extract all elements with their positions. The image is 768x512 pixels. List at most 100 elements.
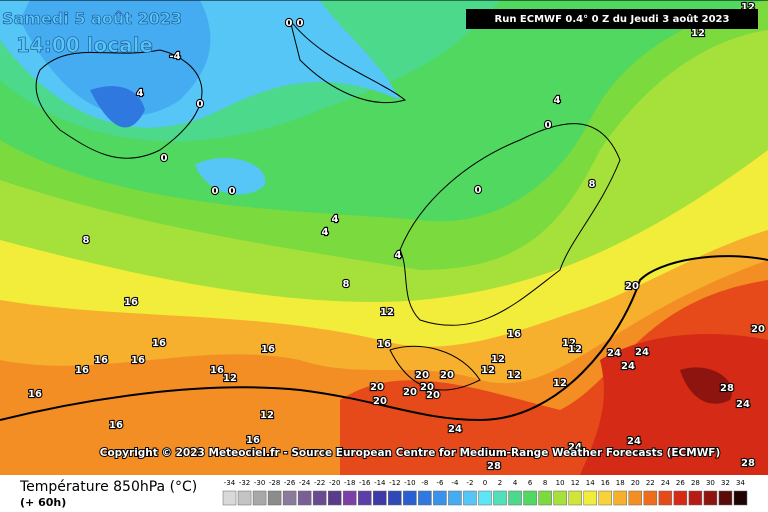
- contour-label: 20: [370, 382, 384, 393]
- legend-swatch: [312, 490, 327, 506]
- contour-label: 16: [131, 355, 145, 366]
- contour-label: 12: [491, 354, 505, 365]
- legend-tick-label: 18: [616, 479, 625, 487]
- legend-swatch: [628, 490, 643, 506]
- contour-label: 0: [161, 153, 168, 164]
- legend-swatch: [448, 490, 462, 506]
- legend-swatch: [478, 490, 492, 506]
- contour-label: 0: [286, 18, 293, 29]
- legend-tick-label: -4: [451, 479, 459, 487]
- legend-swatch: [598, 490, 612, 506]
- legend-swatch: [358, 490, 372, 506]
- contour-label: 8: [343, 279, 350, 290]
- legend-swatch: [237, 490, 252, 506]
- legend-swatch: [222, 490, 237, 506]
- contour-label: 12: [260, 410, 274, 421]
- contour-label: 0: [212, 186, 219, 197]
- contour-label: 20: [415, 370, 429, 381]
- contour-label: 12: [507, 370, 521, 381]
- contour-label: 24: [736, 399, 750, 410]
- contour-label: 16: [94, 355, 108, 366]
- contour-label: 12: [481, 365, 495, 376]
- legend-swatch: [267, 490, 282, 506]
- legend-swatch: [493, 490, 507, 506]
- contour-label: 0: [197, 99, 204, 110]
- contour-label: 28: [720, 383, 734, 394]
- legend-tick-label: 22: [646, 479, 655, 487]
- contour-label: 16: [109, 420, 123, 431]
- legend-tick-label: -14: [374, 479, 386, 487]
- legend-tick-label: 12: [571, 479, 580, 487]
- legend-swatch: [718, 490, 733, 506]
- map-background: [0, 0, 768, 475]
- legend-tick-label: -20: [329, 479, 340, 487]
- contour-label: 0: [475, 185, 482, 196]
- contour-label: 24: [635, 347, 649, 358]
- contour-label: 16: [124, 297, 138, 308]
- legend-tick-label: 24: [661, 479, 670, 487]
- contour-label: 8: [83, 235, 90, 246]
- legend-tick-label: 28: [691, 479, 700, 487]
- legend-swatch: [282, 490, 297, 506]
- legend-tick-label: -12: [389, 479, 400, 487]
- contour-label: 12: [562, 338, 576, 349]
- contour-label: 16: [210, 365, 224, 376]
- legend-tick-label: -16: [359, 479, 371, 487]
- legend-title: Température 850hPa (°C): [19, 479, 197, 495]
- contour-label: 28: [741, 458, 755, 469]
- legend-swatch: [463, 490, 477, 506]
- contour-label: -4: [169, 51, 180, 62]
- contour-label: 12: [380, 307, 394, 318]
- legend-tick-label: 32: [721, 479, 730, 487]
- contour-label: 24: [621, 361, 635, 372]
- legend-tick-label: 16: [601, 479, 610, 487]
- legend-tick-label: -28: [269, 479, 280, 487]
- contour-label: 4: [322, 227, 329, 238]
- legend-swatch: [643, 490, 658, 506]
- legend-tick-label: -24: [299, 479, 311, 487]
- legend-swatch: [613, 490, 628, 506]
- legend-tick-label: -34: [224, 479, 236, 487]
- legend-swatch: [418, 490, 432, 506]
- date-label: Samedi 5 août 2023: [2, 9, 182, 28]
- legend-tick-label: 34: [736, 479, 745, 487]
- contour-label: 20: [440, 370, 454, 381]
- legend-swatch: [327, 490, 342, 506]
- time-label: 14:00 locale: [16, 33, 153, 57]
- legend-tick-label: 14: [586, 479, 595, 487]
- colorbar: -34 -32 -30 -28 -26 -24 -22 -20 -18 -16 -14 -12 -10-…: [222, 479, 748, 506]
- legend-tick-label: 6: [528, 479, 533, 487]
- legend-swatch: [388, 490, 402, 506]
- legend-swatch: [658, 490, 673, 506]
- legend-tick-label: -32: [239, 479, 250, 487]
- contour-label: 20: [373, 396, 387, 407]
- contour-label: 16: [75, 365, 89, 376]
- contour-label: 16: [377, 339, 391, 350]
- contour-label: 12: [568, 344, 582, 355]
- contour-label: 28: [487, 461, 501, 472]
- legend-swatch: [403, 490, 417, 506]
- legend-swatch: [342, 490, 357, 506]
- copyright: Copyright © 2023 Meteociel.fr - Source E…: [100, 447, 721, 459]
- legend-swatch: [553, 490, 567, 506]
- contour-label: 20: [426, 390, 440, 401]
- contour-label: 0: [229, 186, 236, 197]
- contour-label: 24: [568, 442, 582, 453]
- legend-tick-label: 10: [556, 479, 565, 487]
- contour-label: 20: [751, 324, 765, 335]
- contour-label: 0: [297, 18, 304, 29]
- contour-label: 16: [152, 338, 166, 349]
- contour-label: 24: [448, 424, 462, 435]
- legend-swatch: [688, 490, 703, 506]
- legend-tick-label: -2: [466, 479, 473, 487]
- legend-tick-label: -8: [421, 479, 428, 487]
- contour-label: 16: [261, 344, 275, 355]
- legend-tick-label: 0: [483, 479, 487, 487]
- contour-label: 12: [691, 28, 705, 39]
- contour-label: 4: [137, 88, 144, 99]
- legend-swatch: [703, 490, 718, 506]
- legend-swatch: [568, 490, 582, 506]
- contour-label: 0: [545, 120, 552, 131]
